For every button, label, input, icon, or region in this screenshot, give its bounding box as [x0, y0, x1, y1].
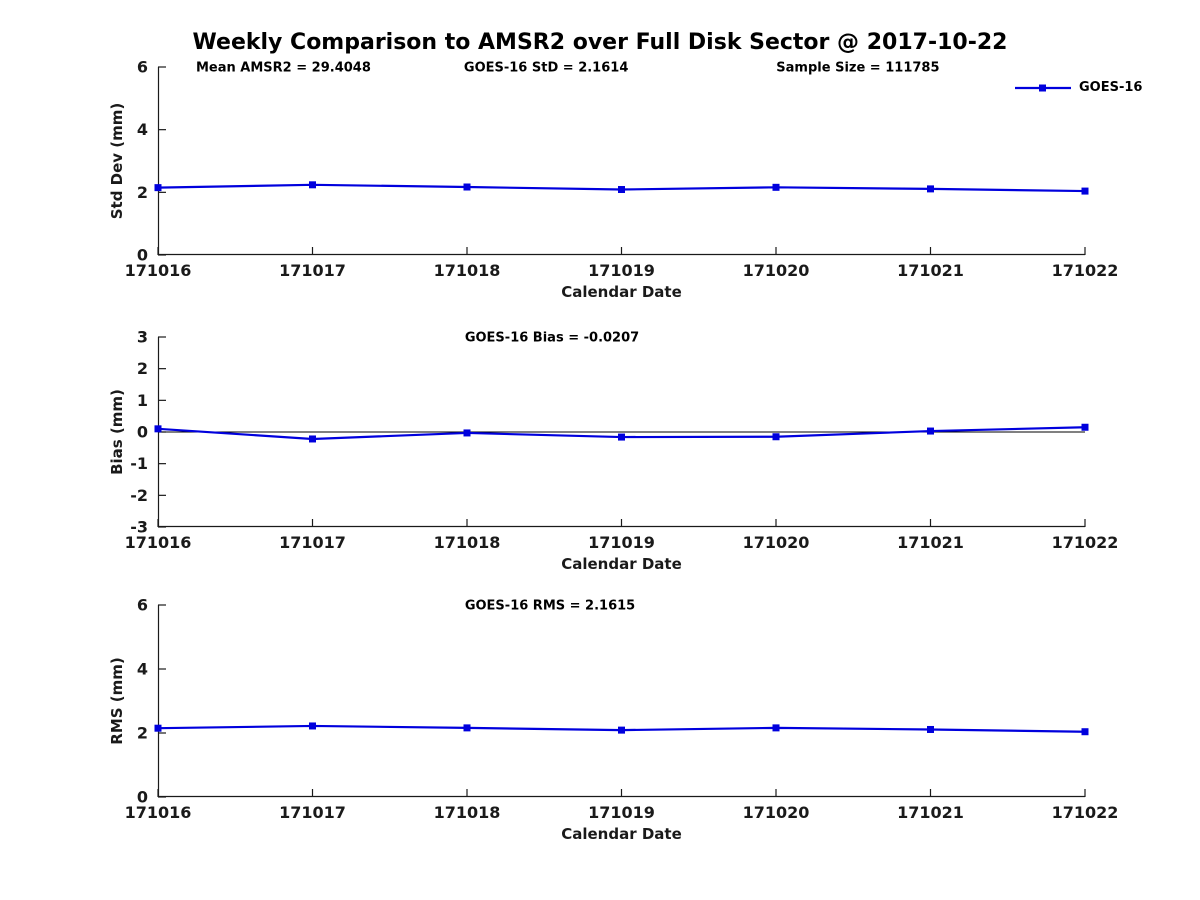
- figure-title: Weekly Comparison to AMSR2 over Full Dis…: [192, 30, 1008, 55]
- y-tick-label: 4: [137, 660, 148, 679]
- x-axis-title: Calendar Date: [561, 555, 682, 573]
- x-tick-label: 171022: [1052, 261, 1119, 280]
- x-tick-label: 171017: [279, 261, 346, 280]
- y-axis-title: RMS (mm): [108, 657, 126, 744]
- y-tick-label: 3: [137, 328, 148, 347]
- data-point-marker: [463, 429, 471, 437]
- data-point-marker: [772, 433, 780, 441]
- x-tick-label: 171016: [125, 261, 192, 280]
- x-tick-label: 171019: [588, 533, 655, 552]
- x-tick-label: 171021: [897, 261, 964, 280]
- data-point-marker: [309, 722, 316, 730]
- x-tick-label: 171020: [743, 261, 810, 280]
- legend-line-sample: [1015, 84, 1071, 92]
- annotation: GOES-16 RMS = 2.1615: [465, 599, 635, 614]
- y-tick-label: -1: [130, 454, 148, 473]
- data-point-marker: [154, 425, 162, 433]
- x-tick-label: 171021: [897, 803, 964, 822]
- x-axis-title: Calendar Date: [561, 825, 682, 843]
- data-point-marker: [927, 427, 934, 435]
- x-tick-label: 171017: [279, 533, 346, 552]
- data-point-marker: [772, 183, 780, 191]
- x-tick-label: 171018: [434, 533, 501, 552]
- x-tick-label: 171016: [125, 533, 192, 552]
- legend-label: GOES-16: [1079, 80, 1143, 95]
- y-tick-label: -3: [130, 518, 148, 537]
- data-point-marker: [772, 724, 780, 732]
- data-point-marker: [463, 724, 471, 732]
- rms-subplot-svg: 0 2 4 6 171016 171017 171018 171019 171020 171021…: [108, 596, 1118, 844]
- y-tick-label: 4: [137, 120, 148, 139]
- std-dev-plot: 0 2 4 6 171016 171017 171018 171019 171020 171021…: [108, 58, 1118, 302]
- y-tick-label: 1: [137, 391, 148, 410]
- x-tick-label: 171020: [743, 803, 810, 822]
- data-point-marker: [463, 183, 471, 191]
- y-tick-label: 0: [137, 246, 148, 265]
- y-tick-label: 2: [137, 724, 148, 743]
- y-tick-label: 2: [137, 359, 148, 378]
- x-tick-label: 171018: [434, 803, 501, 822]
- data-point-marker: [1081, 423, 1089, 431]
- data-point-marker: [927, 185, 934, 193]
- y-tick-label: 0: [137, 788, 148, 807]
- annotation: Sample Size = 111785: [776, 61, 939, 76]
- x-tick-label: 171022: [1052, 533, 1119, 552]
- data-point-marker: [618, 433, 625, 441]
- data-point-marker: [1081, 187, 1089, 195]
- y-axis-title: Std Dev (mm): [108, 103, 126, 220]
- legend-square-marker-icon: [1039, 84, 1046, 92]
- annotation: Mean AMSR2 = 29.4048: [196, 61, 371, 76]
- y-tick-label: 0: [137, 423, 148, 442]
- rms-plot: 0 2 4 6 171016 171017 171018 171019 171020 171021…: [108, 596, 1118, 844]
- std-dev-subplot-svg: 0 2 4 6 171016 171017 171018 171019 171020 171021…: [108, 58, 1118, 302]
- annotation: GOES-16 StD = 2.1614: [464, 61, 628, 76]
- x-tick-label: 171020: [743, 533, 810, 552]
- data-point-marker: [309, 435, 316, 443]
- x-tick-label: 171019: [588, 803, 655, 822]
- x-tick-label: 171022: [1052, 803, 1119, 822]
- y-axis-title: Bias (mm): [108, 389, 126, 475]
- data-point-marker: [618, 726, 625, 734]
- x-tick-label: 171016: [125, 803, 192, 822]
- data-point-marker: [927, 725, 934, 733]
- x-tick-label: 171021: [897, 533, 964, 552]
- y-tick-label: 6: [137, 58, 148, 77]
- legend: GOES-16: [1014, 80, 1142, 96]
- annotation: GOES-16 Bias = -0.0207: [465, 331, 639, 346]
- data-point-marker: [1081, 728, 1089, 736]
- bias-plot: -3 -2 -1 0 1 2 3 171016 171017 171018 171019 171020…: [108, 328, 1118, 574]
- data-point-marker: [309, 181, 316, 189]
- y-tick-label: 2: [137, 183, 148, 202]
- y-tick-label: 6: [137, 596, 148, 615]
- data-point-marker: [154, 724, 162, 732]
- bias-subplot-svg: -3 -2 -1 0 1 2 3 171016 171017 171018 171019 171020…: [108, 328, 1118, 574]
- x-tick-label: 171017: [279, 803, 346, 822]
- data-point-marker: [618, 186, 625, 194]
- x-tick-label: 171019: [588, 261, 655, 280]
- data-point-marker: [154, 184, 162, 192]
- x-tick-label: 171018: [434, 261, 501, 280]
- y-tick-label: -2: [130, 486, 148, 505]
- x-axis-title: Calendar Date: [561, 283, 682, 301]
